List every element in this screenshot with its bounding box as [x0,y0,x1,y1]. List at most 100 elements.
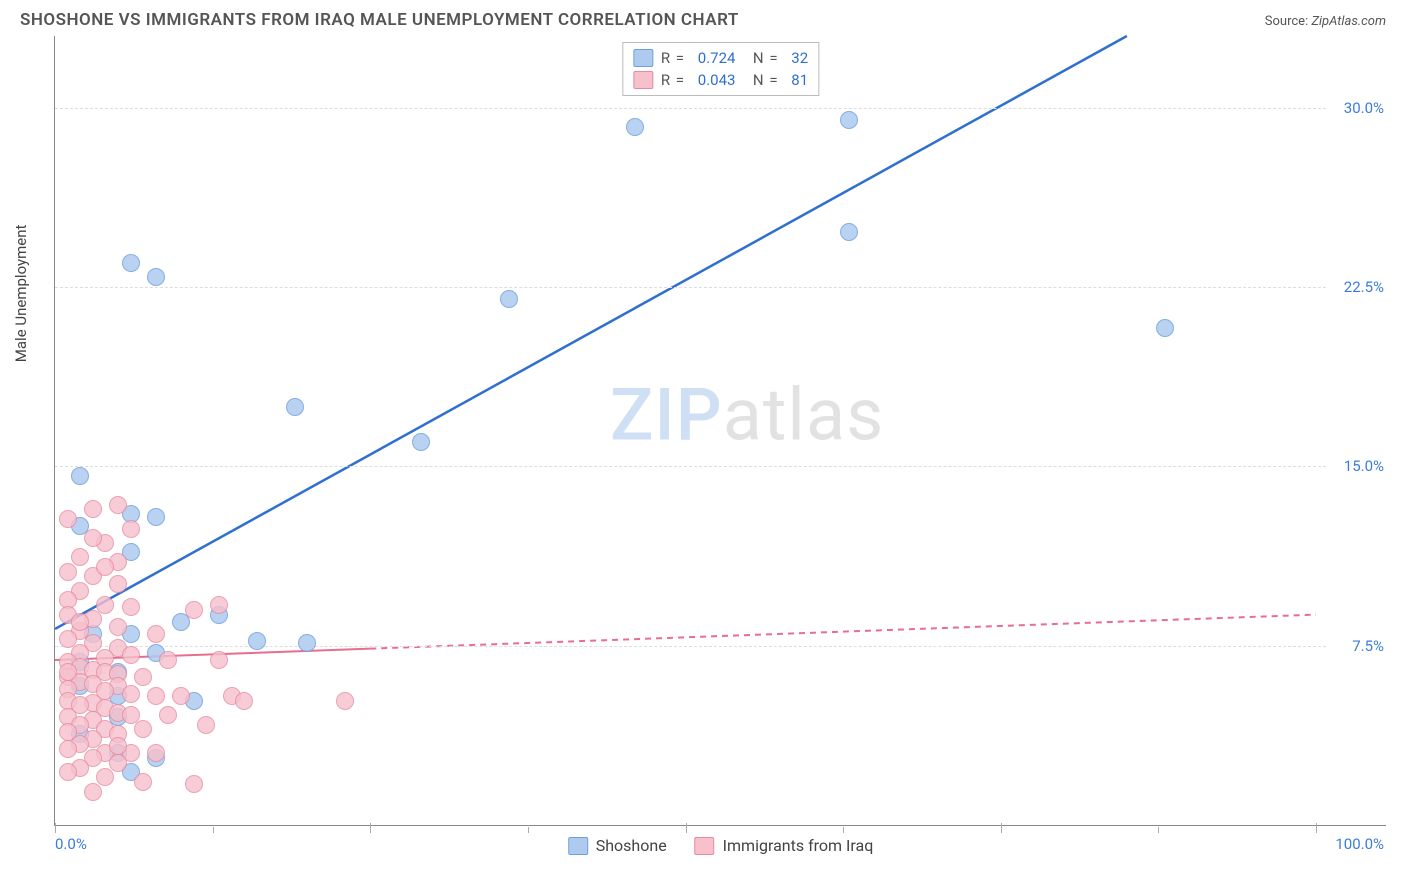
legend-swatch [633,49,653,67]
data-point [96,596,114,614]
data-point [336,692,354,710]
series-legend: Shoshone Immigrants from Iraq [568,836,874,855]
data-point [172,687,190,705]
data-point [1156,319,1174,337]
legend-r-label: R = [661,71,690,89]
x-tick [213,827,214,833]
watermark-rest: atlas [723,372,885,457]
data-point [298,634,316,652]
gridline [55,287,1326,288]
data-point [122,598,140,616]
series-legend-item: Immigrants from Iraq [695,836,874,855]
data-point [147,744,165,762]
watermark: ZIPatlas [610,372,884,457]
x-tick-label: 100.0% [1335,835,1384,853]
legend-row: R = 0.724 N = 32 [633,47,808,69]
x-tick [1158,827,1159,833]
data-point [235,692,253,710]
x-tick [1316,823,1317,833]
data-point [96,768,114,786]
y-tick-label: 22.5% [1344,278,1384,296]
data-point [122,254,140,272]
gridline [55,108,1326,109]
data-point [71,467,89,485]
data-point [248,632,266,650]
data-point [71,613,89,631]
data-point [59,510,77,528]
gridline [55,466,1326,467]
data-point [185,601,203,619]
trend-line [370,615,1316,649]
data-point [84,529,102,547]
source-name: ZipAtlas.com [1311,14,1386,29]
y-tick-label: 15.0% [1344,457,1384,475]
legend-r-value: 0.724 [698,49,736,67]
data-point [122,520,140,538]
source-prefix: Source: [1265,14,1312,29]
x-tick [55,823,56,833]
data-point [210,596,228,614]
legend-swatch [695,837,715,855]
data-point [109,754,127,772]
data-point [840,111,858,129]
data-point [147,508,165,526]
trend-lines-layer [55,36,1386,825]
data-point [109,496,127,514]
data-point [59,740,77,758]
data-point [147,625,165,643]
legend-swatch [568,837,588,855]
data-point [84,500,102,518]
legend-n-label: N = [743,49,783,67]
data-point [500,290,518,308]
y-axis-label: Male Unemployment [12,225,30,363]
legend-row: R = 0.043 N = 81 [633,69,808,91]
trend-line [55,36,1127,629]
data-point [147,687,165,705]
correlation-legend: R = 0.724 N = 32R = 0.043 N = 81 [622,42,819,96]
chart-source: Source: ZipAtlas.com [1265,14,1386,29]
data-point [159,651,177,669]
gridline [55,646,1326,647]
data-point [59,763,77,781]
legend-r-value: 0.043 [698,71,736,89]
chart-area: Male Unemployment ZIPatlas R = 0.724 N =… [20,36,1386,826]
data-point [59,563,77,581]
data-point [109,618,127,636]
x-tick [843,827,844,833]
data-point [626,118,644,136]
data-point [109,737,127,755]
chart-title: SHOSHONE VS IMMIGRANTS FROM IRAQ MALE UN… [20,10,739,30]
data-point [197,716,215,734]
data-point [185,775,203,793]
data-point [71,548,89,566]
data-point [147,268,165,286]
x-tick-label: 0.0% [55,835,87,853]
x-tick [686,823,687,833]
data-point [84,783,102,801]
x-tick [1001,823,1002,833]
data-point [109,575,127,593]
y-tick-label: 7.5% [1352,637,1384,655]
x-tick [370,823,371,833]
data-point [412,433,430,451]
legend-r-label: R = [661,49,690,67]
x-tick [528,827,529,833]
data-point [96,558,114,576]
data-point [122,646,140,664]
legend-n-value: 32 [791,49,808,67]
series-legend-label: Immigrants from Iraq [723,836,874,855]
data-point [122,685,140,703]
data-point [134,668,152,686]
y-tick-label: 30.0% [1344,99,1384,117]
legend-swatch [633,71,653,89]
data-point [159,706,177,724]
series-legend-label: Shoshone [596,836,667,855]
data-point [59,663,77,681]
legend-n-label: N = [743,71,783,89]
data-point [210,651,228,669]
data-point [134,773,152,791]
data-point [286,398,304,416]
chart-header: SHOSHONE VS IMMIGRANTS FROM IRAQ MALE UN… [0,0,1406,36]
legend-n-value: 81 [791,71,808,89]
series-legend-item: Shoshone [568,836,667,855]
